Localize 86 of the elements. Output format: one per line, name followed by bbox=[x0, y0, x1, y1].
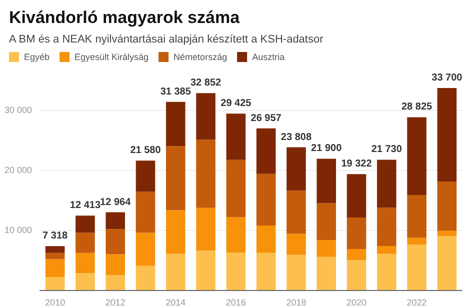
chart-title: Kivándorló magyarok száma bbox=[9, 8, 240, 27]
total-label: 23 808 bbox=[280, 132, 312, 143]
bar bbox=[76, 252, 95, 274]
y-tick-label: 10 000 bbox=[4, 225, 32, 236]
bar bbox=[376, 208, 396, 246]
total-label: 7 318 bbox=[42, 230, 68, 242]
bar bbox=[166, 102, 186, 146]
bar bbox=[166, 146, 186, 210]
bar bbox=[316, 256, 336, 290]
bar bbox=[76, 216, 95, 233]
bar bbox=[226, 160, 246, 218]
bar bbox=[346, 248, 366, 260]
bar bbox=[316, 158, 336, 204]
legend-label: Ausztria bbox=[252, 52, 285, 62]
y-tick-label: 20 000 bbox=[4, 165, 32, 176]
total-label: 31 385 bbox=[160, 86, 192, 98]
bar bbox=[45, 252, 65, 260]
total-label: 12 964 bbox=[100, 196, 132, 208]
x-tick-label: 2010 bbox=[45, 298, 66, 307]
bar bbox=[407, 195, 426, 238]
y-tick-label: 30 000 bbox=[4, 105, 32, 116]
legend-label: Németország bbox=[174, 52, 228, 62]
bar bbox=[226, 252, 246, 290]
legend-label: Egyesült Királyság bbox=[74, 52, 149, 62]
bar bbox=[407, 244, 426, 290]
bar bbox=[256, 252, 276, 290]
bar bbox=[136, 160, 156, 192]
total-label: 26 957 bbox=[250, 112, 282, 124]
bar bbox=[437, 236, 457, 290]
bar bbox=[196, 93, 216, 140]
total-label: 33 700 bbox=[432, 72, 463, 84]
bar bbox=[45, 259, 65, 278]
bar bbox=[76, 232, 95, 253]
bar bbox=[286, 254, 306, 290]
x-tick-label: 2016 bbox=[226, 298, 246, 307]
x-tick-label: 2020 bbox=[346, 298, 367, 307]
bar bbox=[76, 273, 95, 290]
x-tick-label: 2018 bbox=[286, 298, 306, 307]
x-tick-label: 2022 bbox=[406, 298, 427, 307]
x-tick-label: 2012 bbox=[105, 298, 126, 307]
bar bbox=[346, 218, 366, 249]
bar bbox=[346, 174, 366, 218]
bar bbox=[286, 234, 306, 255]
bar bbox=[136, 232, 156, 266]
total-label: 28 825 bbox=[401, 102, 433, 113]
bar bbox=[106, 212, 126, 230]
bar bbox=[196, 208, 216, 251]
bar bbox=[136, 266, 156, 290]
bar bbox=[407, 117, 426, 196]
total-label: 19 322 bbox=[341, 158, 372, 170]
bar bbox=[256, 128, 276, 174]
legend-label: Egyéb bbox=[24, 52, 50, 62]
total-label: 32 852 bbox=[190, 78, 222, 89]
bar bbox=[226, 114, 246, 160]
bar bbox=[166, 254, 186, 290]
bar bbox=[196, 250, 216, 290]
bar bbox=[437, 88, 457, 182]
bar bbox=[256, 225, 276, 253]
x-tick-label: 2014 bbox=[166, 298, 186, 307]
bar bbox=[437, 181, 457, 231]
bar bbox=[106, 229, 126, 254]
bar bbox=[166, 210, 186, 254]
bar bbox=[226, 217, 246, 253]
bar bbox=[256, 174, 276, 226]
bar bbox=[106, 254, 126, 276]
bar bbox=[196, 140, 216, 208]
bar bbox=[316, 203, 336, 240]
total-label: 21 900 bbox=[311, 143, 342, 154]
bar bbox=[376, 246, 396, 254]
chart-subtitle: A BM és a NEAK nyilvántartásai alapján készített a KSH-adatsor bbox=[9, 34, 324, 46]
bar bbox=[45, 246, 65, 253]
bar bbox=[346, 260, 366, 290]
bar bbox=[286, 190, 306, 234]
total-label: 12 413 bbox=[70, 200, 101, 212]
total-label: 21 580 bbox=[130, 145, 162, 156]
bar bbox=[106, 275, 126, 290]
bar bbox=[45, 277, 65, 290]
total-label: 29 425 bbox=[220, 98, 252, 110]
bar bbox=[376, 160, 396, 208]
bar bbox=[376, 254, 396, 290]
bar bbox=[286, 147, 306, 191]
bar bbox=[316, 240, 336, 257]
total-label: 21 730 bbox=[371, 144, 402, 156]
bar bbox=[437, 230, 457, 236]
bar bbox=[136, 192, 156, 233]
bar bbox=[407, 238, 426, 245]
